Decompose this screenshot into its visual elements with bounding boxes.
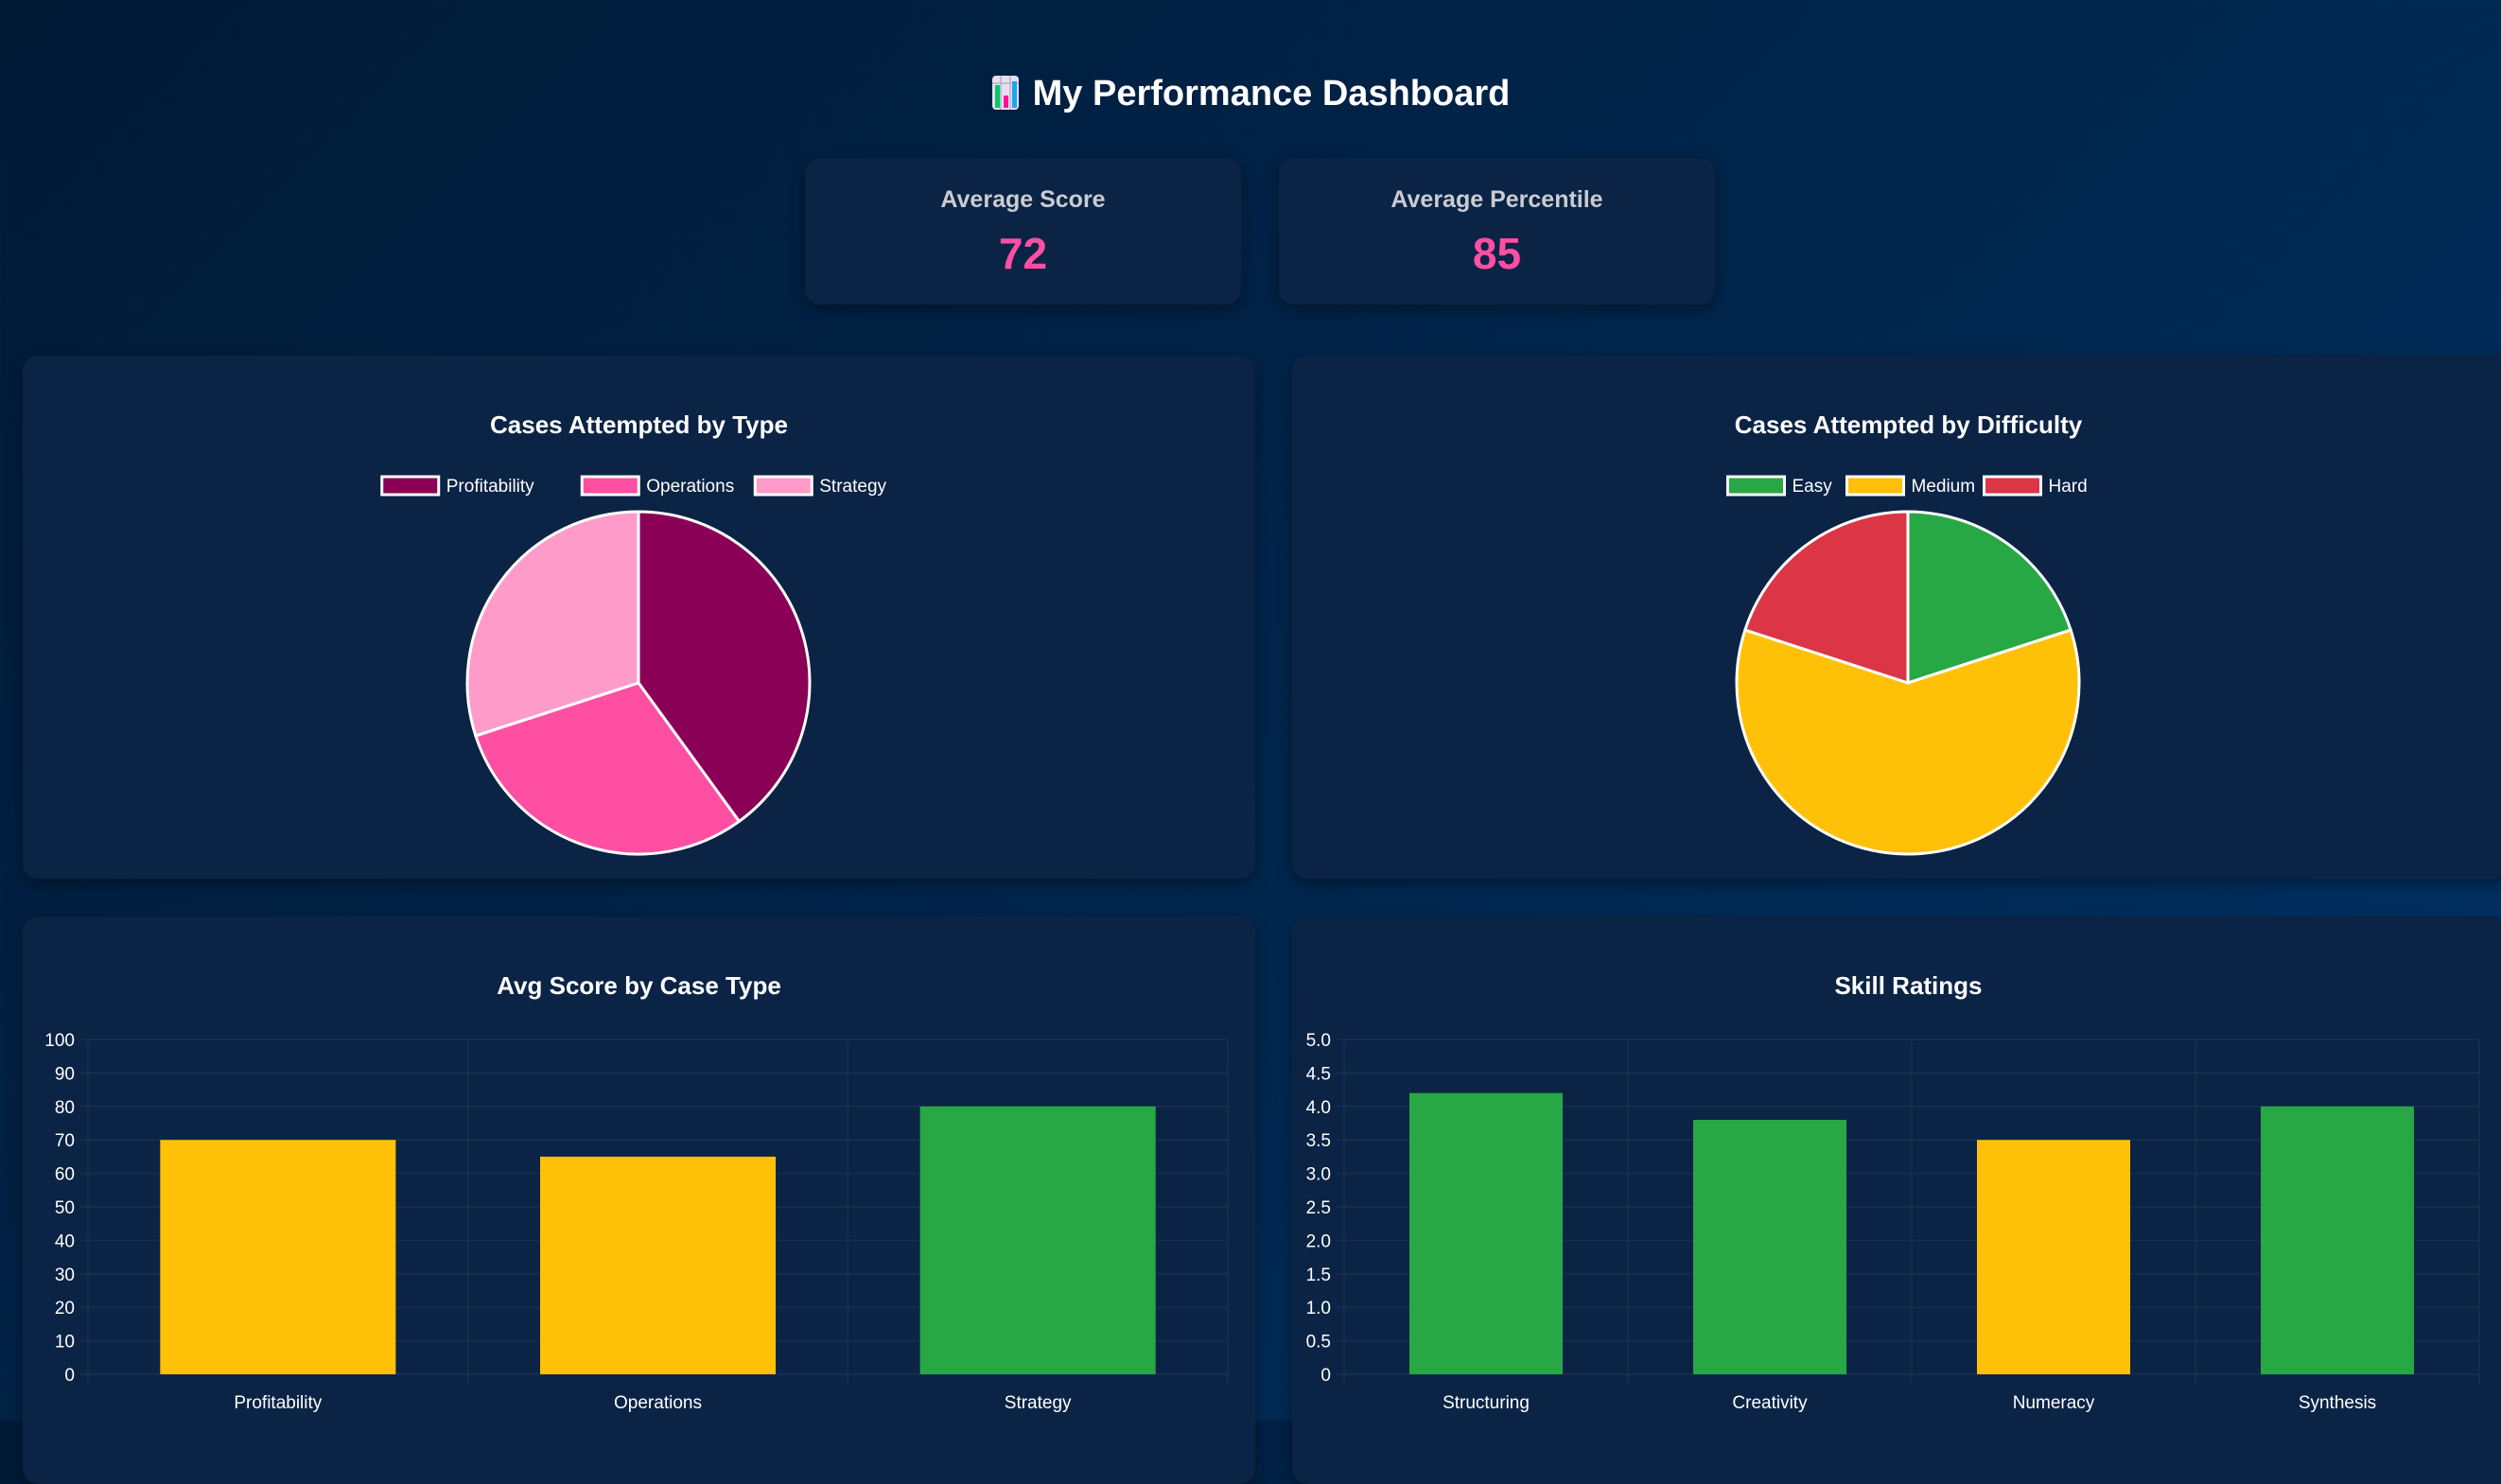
page-title: My Performance Dashboard	[0, 74, 2501, 114]
bar-creativity	[1693, 1119, 1846, 1374]
chart-card-skill-ratings: Skill Ratings 0 0.5 1.0 1.5 2.0 2.5 3.0 3.5 4.0 4…	[1292, 917, 2501, 1484]
y-tick-label: 1.0	[1306, 1299, 1331, 1318]
bar-chart-icon	[991, 76, 1019, 110]
legend-swatch	[1983, 475, 2042, 497]
y-tick-label: 50	[55, 1198, 75, 1218]
stat-label: Average Score	[940, 186, 1106, 213]
bar-numeracy	[1977, 1140, 2130, 1374]
chart-title: Avg Score by Case Type	[497, 971, 781, 1000]
y-tick-label: 1.5	[1306, 1266, 1331, 1285]
y-tick-label: 3.0	[1306, 1165, 1331, 1185]
chart-canvas: Profitability Operations Strategy	[380, 475, 887, 856]
pie-slice-medium	[1735, 628, 2081, 856]
y-tick-label: 60	[55, 1165, 75, 1185]
legend-label: Strategy	[819, 477, 886, 497]
y-tick-label: 10	[55, 1333, 75, 1353]
y-tick-label: 0	[64, 1366, 75, 1386]
chart-card-avg-score-by-type: Avg Score by Case Type 0 10 20 30 40 50 60 70 80…	[23, 917, 1255, 1484]
pie-slice-easy	[1906, 510, 2073, 686]
legend-swatch	[580, 475, 640, 497]
chart-title: Cases Attempted by Difficulty	[1734, 410, 2083, 439]
legend-label: Medium	[1912, 477, 1976, 497]
stat-card-average-percentile: Average Percentile 85	[1279, 158, 1715, 305]
bar-synthesis	[2261, 1106, 2414, 1374]
page-title-text: My Performance Dashboard	[1032, 74, 1511, 113]
stat-label: Average Percentile	[1390, 186, 1603, 213]
y-tick-label: 30	[55, 1266, 75, 1285]
legend-swatch	[380, 475, 441, 497]
y-tick-label: 2.0	[1306, 1231, 1331, 1251]
chart-canvas: Easy Medium Hard	[1726, 475, 2088, 856]
chart-canvas: 0 0.5 1.0 1.5 2.0 2.5 3.0 3.5 4.0 4.5 5.0 Structuri…	[1306, 1031, 2480, 1413]
y-tick-label: 90	[55, 1064, 75, 1084]
y-tick-label: 0	[1320, 1366, 1331, 1386]
y-tick-label: 100	[44, 1031, 75, 1051]
chart-card-cases-by-type: Cases Attempted by Type Profitability Ope…	[23, 356, 1255, 879]
bar-operations	[539, 1156, 777, 1374]
y-tick-label: 70	[55, 1131, 75, 1151]
legend-item[interactable]: Strategy	[753, 475, 887, 497]
pie-slice-strategy	[465, 510, 640, 738]
legend-swatch	[753, 475, 813, 497]
pie-slice-hard	[1742, 510, 1910, 686]
legend-item[interactable]: Medium	[1845, 475, 1976, 497]
chart-canvas: 0 10 20 30 40 50 60 70 80 90 100 Profitability Opera…	[44, 1031, 1229, 1413]
pie-slice-profitability	[637, 510, 812, 824]
legend-label: Easy	[1793, 477, 1833, 497]
y-tick-label: 40	[55, 1231, 75, 1251]
pie-slice-operations	[473, 681, 742, 856]
legend-item[interactable]: Hard	[1983, 475, 2088, 497]
y-tick-label: 80	[55, 1098, 75, 1118]
legend-swatch	[1845, 475, 1905, 497]
x-tick-label: Numeracy	[2013, 1393, 2095, 1413]
legend-swatch	[1726, 475, 1786, 497]
x-tick-label: Profitability	[234, 1393, 322, 1413]
legend-label: Hard	[2049, 477, 2088, 497]
legend-label: Profitability	[446, 477, 534, 497]
legend-item[interactable]: Easy	[1726, 475, 1833, 497]
stat-card-average-score: Average Score 72	[805, 158, 1241, 305]
chart-card-cases-by-difficulty: Cases Attempted by Difficulty Easy Medium…	[1292, 356, 2501, 879]
x-tick-label: Strategy	[1005, 1393, 1072, 1413]
y-tick-label: 5.0	[1306, 1031, 1331, 1051]
bar-strategy	[919, 1106, 1156, 1374]
y-tick-label: 0.5	[1306, 1333, 1331, 1353]
stat-value: 85	[1472, 229, 1522, 278]
y-tick-label: 20	[55, 1299, 75, 1318]
chart-title: Skill Ratings	[1834, 971, 1983, 1000]
x-tick-label: Structuring	[1443, 1393, 1530, 1413]
y-tick-label: 4.5	[1306, 1064, 1331, 1084]
bar-profitability	[160, 1140, 396, 1374]
legend-item[interactable]: Operations	[580, 475, 734, 497]
y-tick-label: 4.0	[1306, 1098, 1331, 1118]
stat-value: 72	[998, 229, 1048, 278]
legend-label: Operations	[646, 477, 734, 497]
chart-title: Cases Attempted by Type	[490, 410, 788, 439]
y-tick-label: 3.5	[1306, 1131, 1331, 1151]
x-tick-label: Operations	[614, 1393, 702, 1413]
bar-structuring	[1409, 1092, 1563, 1374]
y-tick-label: 2.5	[1306, 1198, 1331, 1218]
x-tick-label: Creativity	[1732, 1393, 1808, 1413]
x-tick-label: Synthesis	[2299, 1393, 2376, 1413]
legend-item[interactable]: Profitability	[380, 475, 534, 497]
